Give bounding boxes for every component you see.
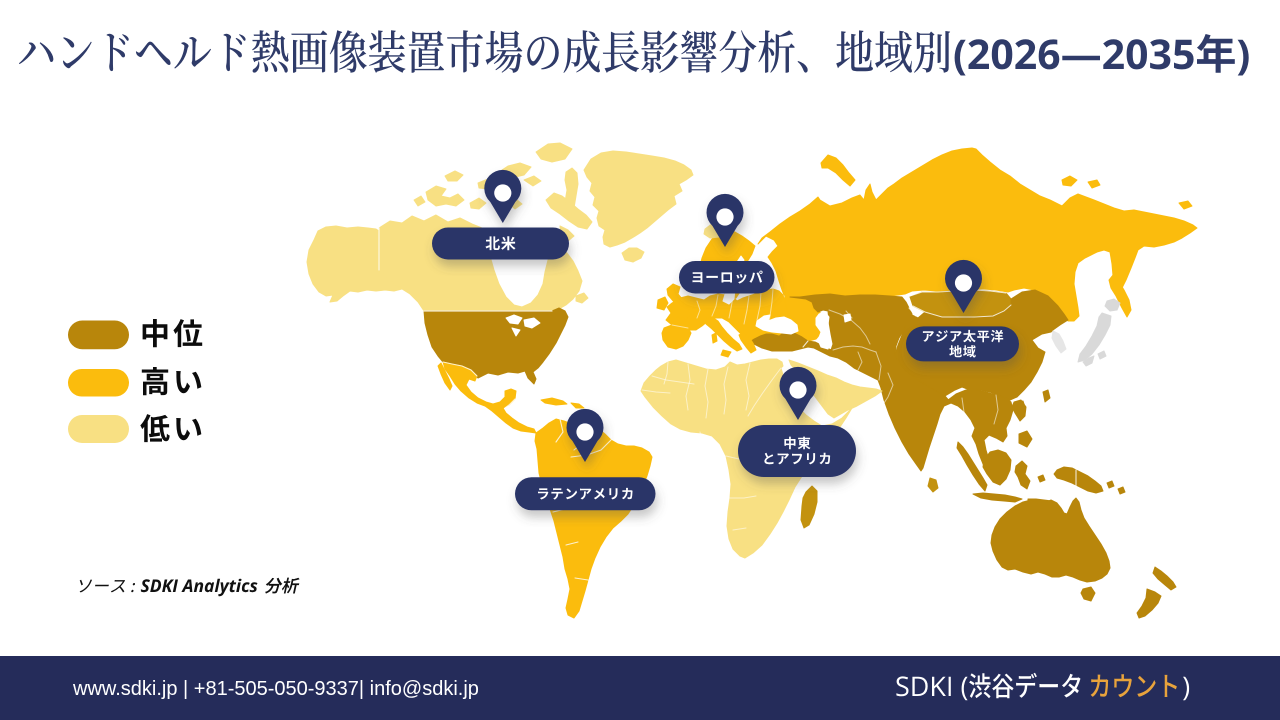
svg-text:www.sdki.jp | +81-505-050-9337: www.sdki.jp | +81-505-050-9337| info@sdk…	[72, 678, 479, 700]
